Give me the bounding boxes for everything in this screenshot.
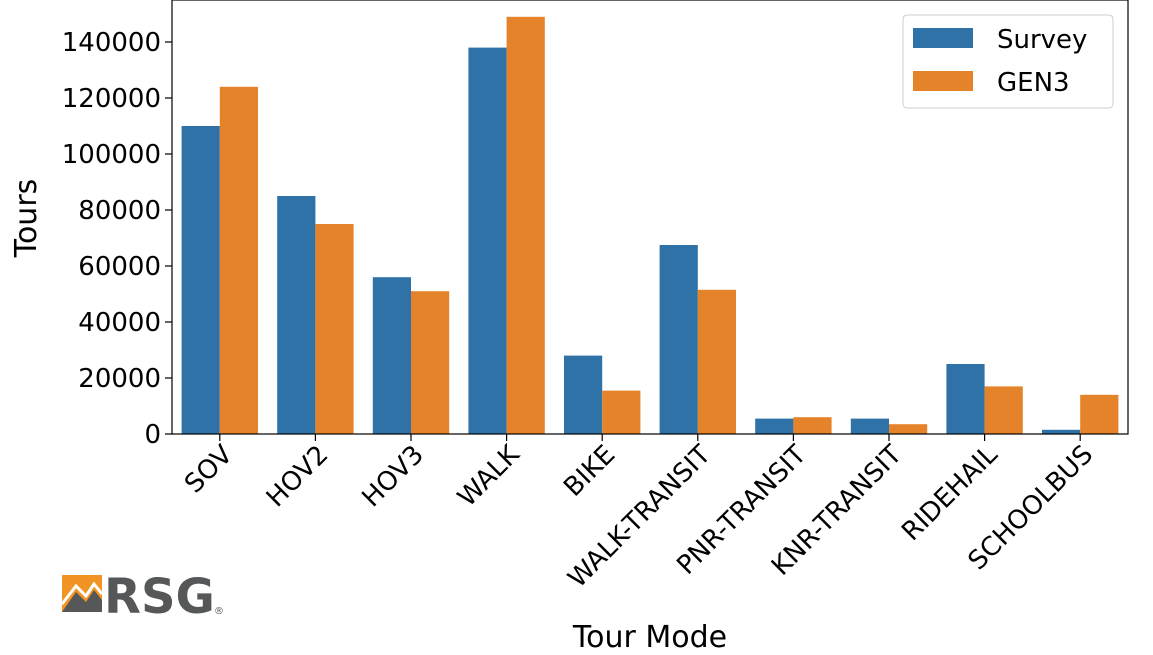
bar-gen3-bike: [602, 390, 641, 434]
bar-survey-sov: [181, 126, 220, 434]
plot-frame: [171, 0, 1129, 435]
x-axis: SOV HOV2 HOV3 WALK BIKEWALK-TRANSITPNR-TRANS…: [179, 434, 1099, 594]
y-tick-label: 0: [144, 420, 161, 450]
bar-survey-walk-transit: [659, 245, 698, 434]
x-tick-label-bike: BIKE: [558, 440, 621, 503]
legend-label-gen3: GEN3: [997, 68, 1070, 98]
bar-gen3-ridehail: [984, 386, 1023, 434]
y-tick-label: 80000: [78, 196, 161, 226]
legend-label-survey: Survey: [997, 25, 1087, 55]
x-axis-title: Tour Mode: [572, 620, 727, 655]
bars-layer: [181, 16, 1119, 435]
bar-gen3-hov2: [315, 224, 354, 434]
x-tick-label-hov3: HOV3: [356, 440, 429, 513]
y-tick-label: 140000: [62, 28, 161, 58]
y-axis-title: Tours: [9, 179, 44, 259]
y-axis: 0 20000 40000 60000 80000 100000 120000 140000: [62, 28, 172, 450]
y-tick-label: 100000: [62, 140, 161, 170]
bar-gen3-hov3: [411, 291, 450, 434]
bar-gen3-walk-transit: [697, 289, 736, 434]
bar-survey-bike: [564, 355, 603, 434]
bar-gen3-schoolbus: [1080, 394, 1119, 434]
y-tick-label: 120000: [62, 84, 161, 114]
legend: Survey GEN3: [902, 14, 1114, 109]
bar-gen3-sov: [219, 86, 258, 435]
bar-gen3-walk: [506, 16, 545, 435]
bar-survey-walk: [468, 47, 507, 434]
bar-gen3-pnr-transit: [793, 417, 832, 434]
bar-gen3-knr-transit: [889, 424, 928, 434]
bar-survey-hov3: [372, 277, 411, 434]
legend-swatch-survey: [913, 28, 973, 48]
legend-swatch-gen3: [913, 71, 973, 91]
x-tick-label-sov: SOV: [179, 440, 239, 500]
logo-wordmark: RSG: [104, 569, 215, 625]
bar-survey-hov2: [277, 196, 316, 434]
y-tick-label: 40000: [78, 308, 161, 338]
rsg-logo: RSG ®: [60, 569, 224, 625]
y-tick-label: 20000: [78, 364, 161, 394]
bar-survey-knr-transit: [850, 418, 889, 434]
y-tick-label: 60000: [78, 252, 161, 282]
bar-survey-pnr-transit: [755, 418, 794, 434]
registered-mark: ®: [214, 606, 224, 617]
mountain-icon: [60, 575, 104, 612]
bar-survey-ridehail: [946, 364, 985, 434]
x-tick-label-hov2: HOV2: [261, 440, 334, 513]
bar-survey-schoolbus: [1042, 429, 1081, 434]
x-tick-label-walk: WALK: [452, 439, 526, 513]
